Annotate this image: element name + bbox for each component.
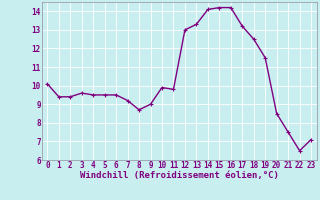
X-axis label: Windchill (Refroidissement éolien,°C): Windchill (Refroidissement éolien,°C) <box>80 171 279 180</box>
